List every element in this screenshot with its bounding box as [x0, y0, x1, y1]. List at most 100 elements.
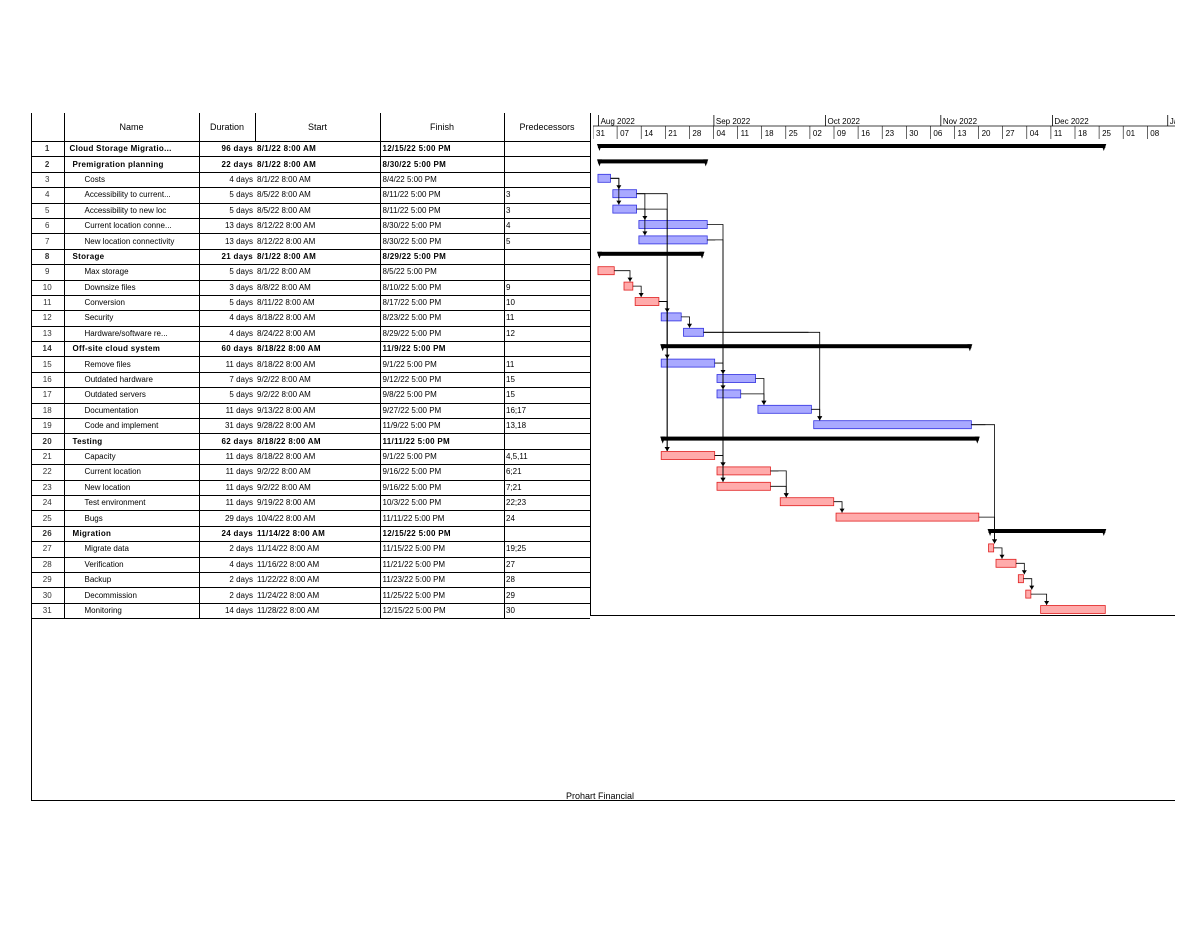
week-label: 09 — [837, 129, 846, 138]
table-row[interactable]: 11 — [504, 356, 590, 373]
table-row[interactable]: 8 Storage 21 days 8/1/22 8:00 AM 8/29/22 5:0… — [31, 249, 505, 266]
table-row[interactable]: 4 Accessibility to current... 5 days 8/5/22… — [31, 187, 505, 204]
table-row[interactable]: 11 Conversion 5 days 8/11/22 8:00 AM 8/17/22… — [31, 295, 505, 312]
task-start: 8/1/22 8:00 AM — [255, 156, 381, 173]
table-row[interactable]: 18 Documentation 11 days 9/13/22 8:00 AM 9/2… — [31, 403, 505, 420]
table-row[interactable]: 3 — [504, 187, 590, 204]
table-row[interactable]: 2 Premigration planning 22 days 8/1/22 8:00… — [31, 156, 505, 173]
table-row[interactable]: 19 Code and implement 31 days 9/28/22 8:00 … — [31, 418, 505, 435]
task-bar — [638, 235, 708, 245]
table-row[interactable]: 24 Test environment 11 days 9/19/22 8:00 AM… — [31, 495, 505, 512]
table-row[interactable]: 30 — [504, 603, 590, 620]
week-label: 31 — [596, 129, 605, 138]
table-row[interactable] — [504, 141, 590, 158]
table-row[interactable]: 10 Downsize files 3 days 8/8/22 8:00 AM 8/10… — [31, 280, 505, 296]
table-row[interactable]: 16;17 — [504, 403, 590, 420]
table-row[interactable]: 26 Migration 24 days 11/14/22 8:00 AM 12/15/… — [31, 526, 505, 543]
table-row[interactable]: 5 Accessibility to new loc 5 days 8/5/22 8:… — [31, 203, 505, 219]
task-duration: 4 days — [199, 326, 255, 343]
table-row[interactable]: 22;23 — [504, 495, 590, 512]
table-row[interactable]: 15 — [504, 372, 590, 389]
task-name: Testing — [64, 433, 200, 450]
table-row[interactable]: 7;21 — [504, 480, 590, 496]
table-row[interactable]: 1 Cloud Storage Migratio... 96 days 8/1/22 … — [31, 141, 505, 158]
table-row[interactable]: 12 Security 4 days 8/18/22 8:00 AM 8/23/22 5… — [31, 310, 505, 327]
table-row[interactable]: 31 Monitoring 14 days 11/28/22 8:00 AM 12/15… — [31, 603, 505, 620]
table-row[interactable]: 19;25 — [504, 541, 590, 558]
table-row[interactable]: 29 Backup 2 days 11/22/22 8:00 AM 11/23/22 5… — [31, 572, 505, 589]
task-name: Migrate data — [64, 541, 200, 558]
dependency-link — [658, 301, 668, 451]
table-row[interactable]: 12 — [504, 326, 590, 343]
table-row[interactable] — [504, 172, 590, 189]
month-label: Dec 2022 — [1054, 117, 1089, 126]
col-header-id[interactable] — [31, 113, 65, 142]
table-row[interactable]: 11 — [504, 310, 590, 327]
col-header-duration[interactable]: Duration — [199, 113, 256, 142]
task-id: 17 — [31, 387, 65, 404]
table-row[interactable]: 16 Outdated hardware 7 days 9/2/22 8:00 AM 9… — [31, 372, 505, 389]
task-predecessors: 9 — [504, 280, 590, 296]
table-row[interactable] — [504, 341, 590, 358]
table-row[interactable]: 4 — [504, 218, 590, 235]
task-finish: 8/30/22 5:00 PM — [380, 156, 505, 173]
week-label: 11 — [1054, 129, 1063, 138]
table-row[interactable]: 13 Hardware/software re... 4 days 8/24/22 8… — [31, 326, 505, 343]
table-row[interactable]: 21 Capacity 11 days 8/18/22 8:00 AM 9/1/22 5… — [31, 449, 505, 466]
task-name: Max storage — [64, 264, 200, 281]
table-row[interactable]: 17 Outdated servers 5 days 9/2/22 8:00 AM 9/… — [31, 387, 505, 404]
table-row[interactable]: 7 New location connectivity 13 days 8/12/22… — [31, 233, 505, 250]
col-header-predecessors[interactable]: Predecessors — [504, 113, 590, 142]
task-name: Current location — [64, 464, 200, 481]
task-start: 8/18/22 8:00 AM — [255, 433, 381, 450]
task-bar — [597, 173, 611, 183]
task-predecessors: 16;17 — [504, 403, 590, 420]
table-row[interactable] — [504, 156, 590, 173]
table-row[interactable]: 22 Current location 11 days 9/2/22 8:00 AM 9… — [31, 464, 505, 481]
table-row[interactable]: 27 — [504, 557, 590, 573]
table-row[interactable]: 10 — [504, 295, 590, 312]
col-header-start[interactable]: Start — [255, 113, 381, 142]
week-label: 27 — [1006, 129, 1015, 138]
table-row[interactable] — [504, 264, 590, 281]
task-name: New location — [64, 480, 200, 496]
table-row[interactable]: 4,5,11 — [504, 449, 590, 466]
table-row[interactable]: 28 Verification 4 days 11/16/22 8:00 AM 11/2… — [31, 557, 505, 573]
table-row[interactable]: 24 — [504, 510, 590, 527]
table-row[interactable] — [504, 433, 590, 450]
dependency-link — [993, 547, 1003, 559]
table-row[interactable]: 14 Off-site cloud system 60 days 8/18/22 8:… — [31, 341, 505, 358]
table-row[interactable] — [504, 526, 590, 543]
summary-cap-right — [1101, 144, 1107, 151]
table-row[interactable]: 6 Current location conne... 13 days 8/12/22… — [31, 218, 505, 235]
table-row[interactable]: 9 — [504, 280, 590, 296]
task-start: 9/2/22 8:00 AM — [255, 372, 381, 389]
task-finish: 9/1/22 5:00 PM — [380, 356, 505, 373]
table-row[interactable]: 30 Decommission 2 days 11/24/22 8:00 AM 11/2… — [31, 587, 505, 604]
col-header-name[interactable]: Name — [64, 113, 200, 142]
table-row[interactable]: 27 Migrate data 2 days 11/14/22 8:00 AM 11/1… — [31, 541, 505, 558]
table-row[interactable]: 6;21 — [504, 464, 590, 481]
dependency-link — [978, 516, 995, 544]
week-label: 04 — [1030, 129, 1039, 138]
task-name: Storage — [64, 249, 200, 266]
table-row[interactable]: 13,18 — [504, 418, 590, 435]
dependency-link — [770, 485, 787, 498]
table-row[interactable]: 23 New location 11 days 9/2/22 8:00 AM 9/16/… — [31, 480, 505, 496]
table-row[interactable]: 28 — [504, 572, 590, 589]
task-bar — [1017, 574, 1024, 584]
task-name: Migration — [64, 526, 200, 543]
task-start: 8/1/22 8:00 AM — [255, 172, 381, 189]
table-row[interactable]: 25 Bugs 29 days 10/4/22 8:00 AM 11/11/22 5:0… — [31, 510, 505, 527]
table-row[interactable]: 15 Remove files 11 days 8/18/22 8:00 AM 9/1/… — [31, 356, 505, 373]
table-row[interactable]: 15 — [504, 387, 590, 404]
task-finish: 8/10/22 5:00 PM — [380, 280, 505, 296]
table-row[interactable] — [504, 249, 590, 266]
table-row[interactable]: 3 Costs 4 days 8/1/22 8:00 AM 8/4/22 5:00 PM — [31, 172, 505, 189]
table-row[interactable]: 29 — [504, 587, 590, 604]
table-row[interactable]: 3 — [504, 203, 590, 219]
col-header-finish[interactable]: Finish — [380, 113, 505, 142]
table-row[interactable]: 9 Max storage 5 days 8/1/22 8:00 AM 8/5/22 5… — [31, 264, 505, 281]
table-row[interactable]: 5 — [504, 233, 590, 250]
table-row[interactable]: 20 Testing 62 days 8/18/22 8:00 AM 11/11/22 … — [31, 433, 505, 450]
